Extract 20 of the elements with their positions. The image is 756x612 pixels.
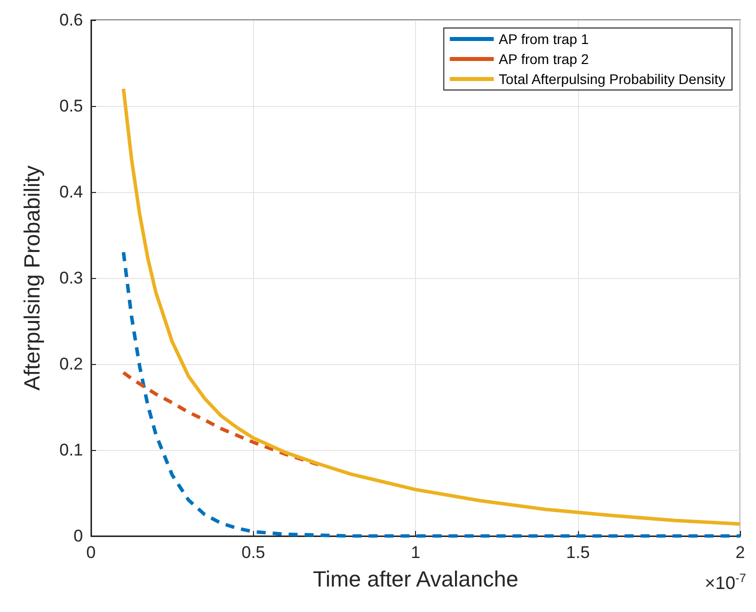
y-tick-label: 0.5 (59, 96, 83, 116)
line-series (122, 370, 320, 466)
y-tick-label: 0 (74, 526, 83, 546)
line-series (122, 250, 742, 538)
x-tick-label: 1 (410, 543, 420, 562)
legend-label: AP from trap 1 (498, 31, 589, 47)
legend-label: AP from trap 2 (498, 51, 589, 67)
x-tick-label: 1.5 (566, 543, 590, 562)
x-tick-label: 2 (736, 543, 746, 562)
y-tick-label: 0.3 (59, 268, 83, 288)
y-tick-label: 0.6 (59, 10, 83, 30)
y-tick-label: 0.1 (59, 440, 83, 460)
legend-label: Total Afterpulsing Probability Density (498, 71, 726, 87)
y-tick-label: 0.2 (59, 354, 83, 374)
x-tick-label: 0.5 (242, 543, 266, 562)
x-tick-label: 0 (86, 543, 96, 562)
x-axis-title: Time after Avalanche (312, 566, 518, 592)
y-tick-label: 0.4 (59, 182, 83, 202)
y-axis-title: Afterpulsing Probability (20, 165, 44, 391)
line-series (122, 87, 742, 526)
